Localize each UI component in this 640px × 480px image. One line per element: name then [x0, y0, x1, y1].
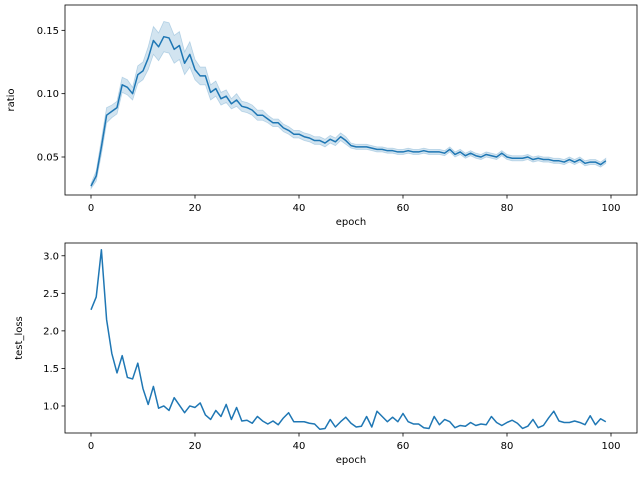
- test-loss-x-tick-label: 60: [397, 441, 410, 452]
- test-loss-y-ticks: 1.0 1.5 2.0 2.5 3.0: [43, 251, 65, 412]
- test-loss-y-tick-label: 1.5: [43, 364, 59, 375]
- ratio-x-axis-label: epoch: [336, 217, 366, 228]
- ratio-y-tick-label: 0.10: [37, 89, 59, 100]
- ratio-y-axis-label: ratio: [6, 88, 17, 111]
- test-loss-y-tick-label: 1.0: [43, 401, 59, 412]
- ratio-y-tick-label: 0.15: [37, 26, 59, 37]
- test-loss-series-line: [90, 249, 607, 430]
- ratio-x-tick-label: 40: [293, 203, 306, 214]
- test-loss-x-tick-label: 20: [189, 441, 202, 452]
- test-loss-x-axis-label: epoch: [336, 455, 366, 466]
- ratio-confidence-band: [90, 21, 607, 190]
- ratio-y-tick-label: 0.05: [37, 153, 59, 164]
- test-loss-y-tick-label: 2.5: [43, 289, 59, 300]
- test-loss-y-axis-label: test_loss: [14, 316, 25, 360]
- test-loss-panel: 0 20 40 60 80 100 1.0 1.5 2.0 2.5 3.0 epoch test_…: [14, 242, 638, 466]
- test-loss-plot-area: [90, 249, 607, 430]
- test-loss-x-ticks: 0 20 40 60 80 100: [88, 433, 621, 452]
- test-loss-x-tick-label: 100: [601, 441, 620, 452]
- test-loss-y-tick-label: 2.0: [43, 326, 59, 337]
- ratio-x-tick-label: 80: [501, 203, 514, 214]
- test-loss-y-tick-label: 3.0: [43, 251, 59, 262]
- ratio-x-tick-label: 100: [601, 203, 620, 214]
- ratio-plot-area: [90, 21, 607, 190]
- ratio-x-tick-label: 0: [88, 203, 94, 214]
- test-loss-x-tick-label: 80: [501, 441, 514, 452]
- ratio-series-line: [90, 35, 607, 187]
- ratio-x-ticks: 0 20 40 60 80 100: [88, 195, 621, 214]
- ratio-x-tick-label: 60: [397, 203, 410, 214]
- test-loss-x-tick-label: 40: [293, 441, 306, 452]
- ratio-panel: 0 20 40 60 80 100 0.05 0.10 0.15 epoch ratio: [6, 4, 638, 228]
- ratio-x-tick-label: 20: [189, 203, 202, 214]
- ratio-y-ticks: 0.05 0.10 0.15: [37, 26, 65, 164]
- ratio-axes-frame: [64, 4, 638, 196]
- test-loss-x-tick-label: 0: [88, 441, 94, 452]
- test-loss-axes-frame: [64, 242, 638, 434]
